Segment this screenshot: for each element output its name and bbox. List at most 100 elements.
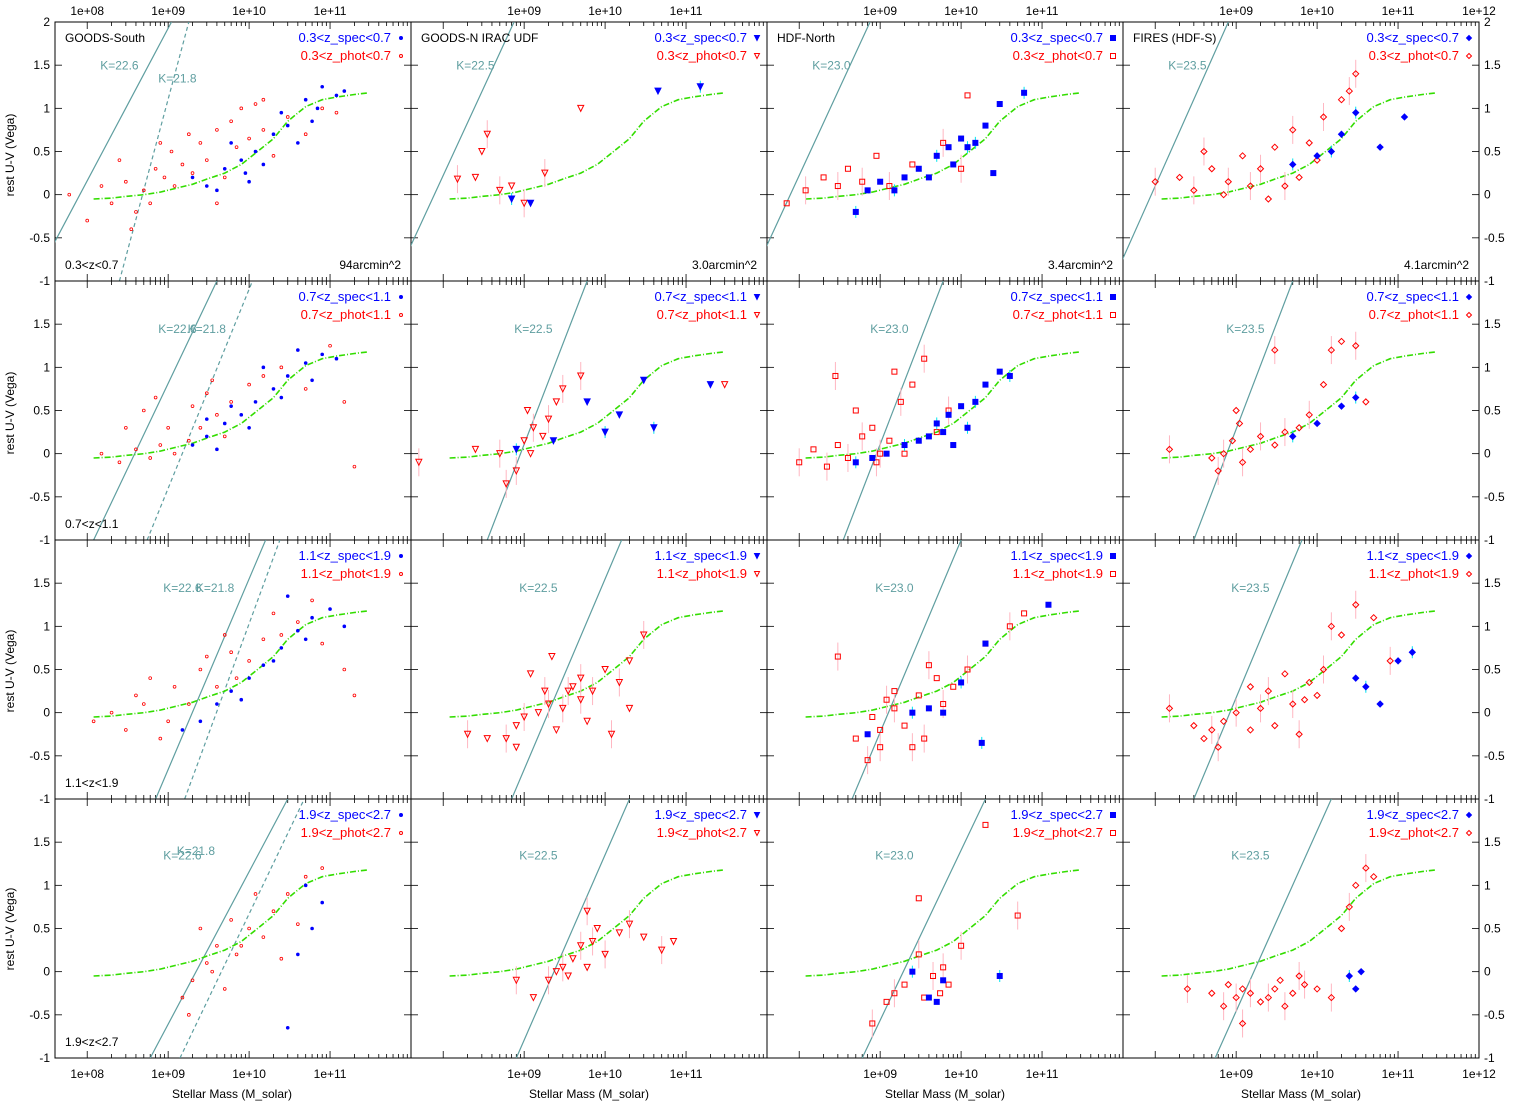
phot-point [198, 667, 203, 672]
phot-point [215, 943, 219, 948]
y-tick-label: 0 [43, 965, 50, 979]
spec-point [296, 348, 300, 352]
y-tick-label: 1.5 [1484, 835, 1501, 849]
phot-point [124, 728, 128, 732]
y-tick-label: 0 [1484, 706, 1491, 720]
phot-point [1151, 178, 1159, 186]
phot-point [844, 454, 851, 461]
spec-point [271, 659, 276, 663]
panel: -1-0.500.511.5 K=22.6K=21.80.7<z<1.10.7<z… [29, 280, 412, 547]
spec-point [958, 135, 965, 142]
plot-area: K=22.6K=21.8 [93, 799, 369, 1058]
phot-point [834, 653, 841, 660]
spec-point [909, 968, 916, 975]
phot-point [198, 141, 203, 145]
phot-point [783, 200, 790, 207]
phot-point [134, 447, 138, 452]
phot-point [222, 987, 227, 991]
phot-point [1264, 687, 1273, 695]
spec-point [706, 381, 715, 389]
phot-point [187, 438, 191, 443]
phot-point [204, 654, 209, 659]
legend-phot-label: 1.9<z_phot<2.7 [301, 825, 391, 840]
phot-point [601, 666, 609, 674]
spec-point [310, 378, 314, 383]
k-limit-label: K=21.8 [158, 71, 197, 85]
phot-point [215, 128, 219, 132]
phot-point [1232, 993, 1240, 1002]
phot-point [141, 408, 146, 413]
phot-point [1232, 708, 1240, 717]
phot-point [215, 413, 219, 417]
spec-point [852, 208, 859, 215]
phot-point [153, 166, 158, 171]
phot-point [85, 218, 90, 223]
y-tick-label: 0 [1484, 965, 1491, 979]
spec-point [204, 434, 209, 439]
legend-phot-label: 1.1<z_phot<1.9 [301, 566, 391, 581]
legend-spec-label: 0.3<z_spec<0.7 [654, 30, 747, 45]
phot-point [99, 451, 104, 456]
phot-point [921, 355, 928, 362]
phot-point [877, 450, 884, 457]
spec-point [229, 404, 233, 408]
phot-point [940, 139, 947, 146]
phot-point [1281, 182, 1289, 190]
phot-point [526, 450, 535, 458]
phot-point [1224, 178, 1233, 186]
phot-point [303, 874, 308, 879]
phot-point [1289, 989, 1297, 997]
phot-point [204, 961, 209, 965]
top-tick-label: 1e+10 [944, 4, 978, 18]
legend-phot-label: 0.3<z_phot<0.7 [301, 48, 391, 63]
phot-point [166, 425, 170, 430]
phot-point [190, 171, 195, 175]
top-tick-label: 1e+09 [863, 4, 897, 18]
phot-point [190, 978, 195, 983]
k-limit-label: K=22.5 [514, 322, 553, 336]
phot-point [869, 713, 876, 720]
spec-point [204, 417, 209, 421]
phot-point [886, 437, 893, 444]
phot-point [1238, 1019, 1247, 1028]
y-axis-label: rest U-V (Vega) [3, 114, 17, 197]
phot-point [124, 179, 128, 184]
model-track [1161, 869, 1437, 977]
phot-point [1305, 678, 1313, 687]
phot-point [1327, 622, 1336, 631]
y-tick-label: 1 [1484, 360, 1491, 374]
phot-point [909, 381, 916, 388]
phot-point [615, 678, 624, 687]
spec-point [253, 400, 258, 404]
k-limit-line [411, 22, 515, 247]
plot-area: K=22.6K=21.8 [93, 281, 369, 540]
phot-point [937, 990, 944, 997]
phot-point [1305, 411, 1313, 419]
y-tick-label: -0.5 [1484, 231, 1505, 245]
phot-point [271, 611, 276, 616]
legend-spec-marker [1465, 34, 1473, 42]
top-tick-label: 1e+12 [1462, 4, 1496, 18]
phot-point [320, 641, 325, 646]
phot-point [1313, 691, 1321, 700]
spec-point [996, 101, 1003, 108]
spec-point [310, 615, 314, 620]
legend-phot-label: 0.7<z_phot<1.1 [1369, 307, 1459, 322]
phot-point [253, 102, 258, 106]
k-limit-line [861, 799, 987, 1058]
spec-point [253, 149, 258, 154]
x-axis-label: Stellar Mass (M_solar) [529, 1087, 649, 1101]
spec-point [303, 883, 308, 888]
phot-point [950, 683, 957, 690]
phot-point [320, 106, 325, 111]
spec-point [958, 403, 965, 410]
phot-point [1006, 623, 1013, 630]
phot-point [172, 451, 177, 456]
phot-point [415, 458, 423, 467]
phot-point [1281, 428, 1289, 436]
phot-point [261, 97, 266, 102]
phot-point [891, 688, 898, 695]
phot-point [859, 433, 866, 440]
spec-point [247, 676, 251, 680]
legend-phot-label: 1.9<z_phot<2.7 [657, 825, 747, 840]
